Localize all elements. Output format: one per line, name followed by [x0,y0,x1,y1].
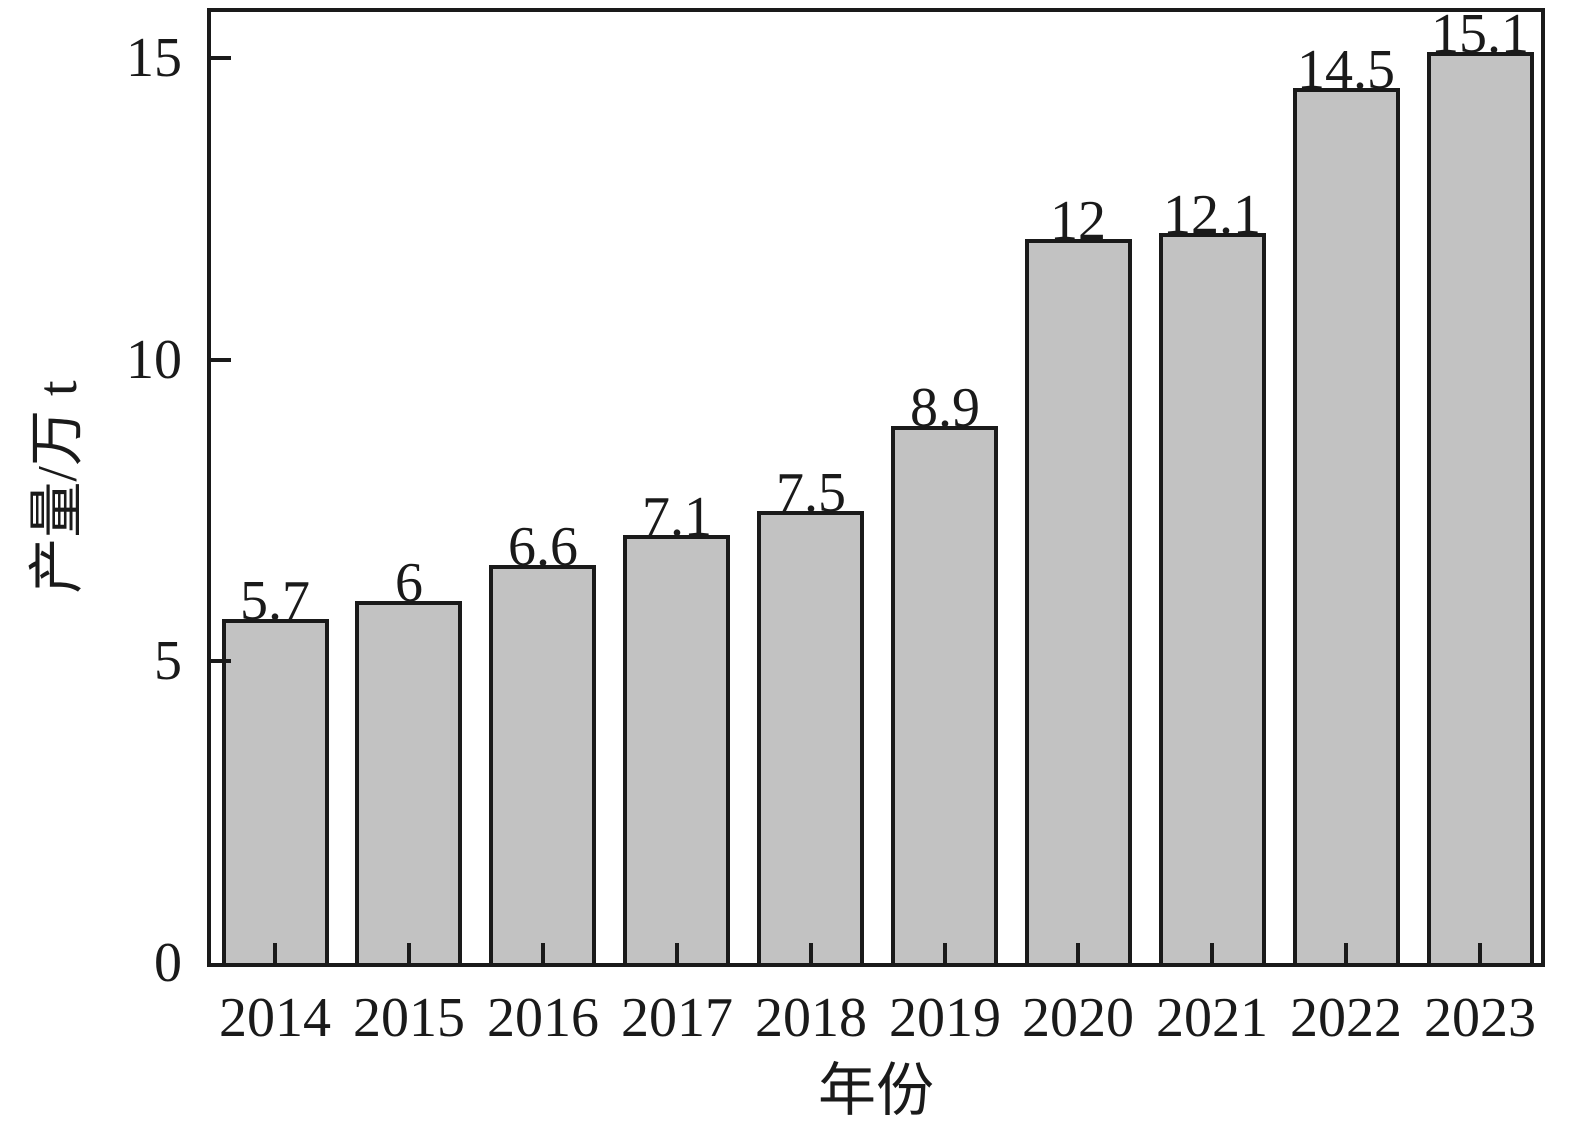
y-tick-label-0: 0 [154,932,182,994]
x-tick-label-2019: 2019 [889,987,1001,1049]
bar-value-label-2014: 5.7 [240,570,310,632]
bar-2022 [1293,88,1400,963]
x-tick-label-2018: 2018 [755,987,867,1049]
bar-2019 [891,426,998,963]
bar-value-label-2020: 12 [1050,190,1106,252]
x-axis-title: 年份 [817,1058,934,1123]
bar-2021 [1159,233,1266,963]
y-tick-label-5: 5 [154,630,182,692]
y-tick-15 [211,56,231,60]
x-tick-label-2016: 2016 [487,987,599,1049]
x-tick-label-2015: 2015 [353,987,465,1049]
bar-value-label-2019: 8.9 [910,377,980,439]
bar-value-label-2021: 12.1 [1163,184,1261,246]
bar-2017 [623,535,730,963]
y-tick-label-10: 10 [126,329,182,391]
bar-value-label-2022: 14.5 [1297,39,1395,101]
x-tick-2016 [541,943,545,963]
x-tick-2019 [943,943,947,963]
bar-2014 [222,619,329,963]
bar-2016 [489,565,596,963]
x-tick-2023 [1478,943,1482,963]
bar-value-label-2015: 6 [395,552,423,614]
x-tick-2020 [1076,943,1080,963]
x-tick-label-2021: 2021 [1156,987,1268,1049]
x-tick-label-2022: 2022 [1290,987,1402,1049]
x-tick-2021 [1210,943,1214,963]
bar-value-label-2023: 15.1 [1431,3,1529,65]
x-tick-label-2023: 2023 [1424,987,1536,1049]
bar-value-label-2017: 7.1 [642,486,712,548]
x-tick-label-2020: 2020 [1022,987,1134,1049]
y-tick-10 [211,358,231,362]
x-tick-2018 [809,943,813,963]
y-tick-label-15: 15 [126,27,182,89]
bar-value-label-2016: 6.6 [508,516,578,578]
x-tick-2014 [273,943,277,963]
bar-2018 [757,511,864,963]
x-tick-label-2017: 2017 [621,987,733,1049]
bar-2015 [355,601,462,963]
plot-area: 5.7 6 6.6 7.1 7.5 8.9 12 12.1 14.5 15.1 [207,6,1545,967]
y-tick-5 [211,659,231,663]
x-tick-2022 [1344,943,1348,963]
x-tick-2017 [675,943,679,963]
plot-inner: 5.7 6 6.6 7.1 7.5 8.9 12 12.1 14.5 15.1 [211,6,1541,963]
bar-2023 [1427,52,1534,963]
x-tick-label-2014: 2014 [219,987,331,1049]
bar-value-label-2018: 7.5 [776,462,846,524]
bar-2020 [1025,239,1132,963]
x-tick-2015 [407,943,411,963]
